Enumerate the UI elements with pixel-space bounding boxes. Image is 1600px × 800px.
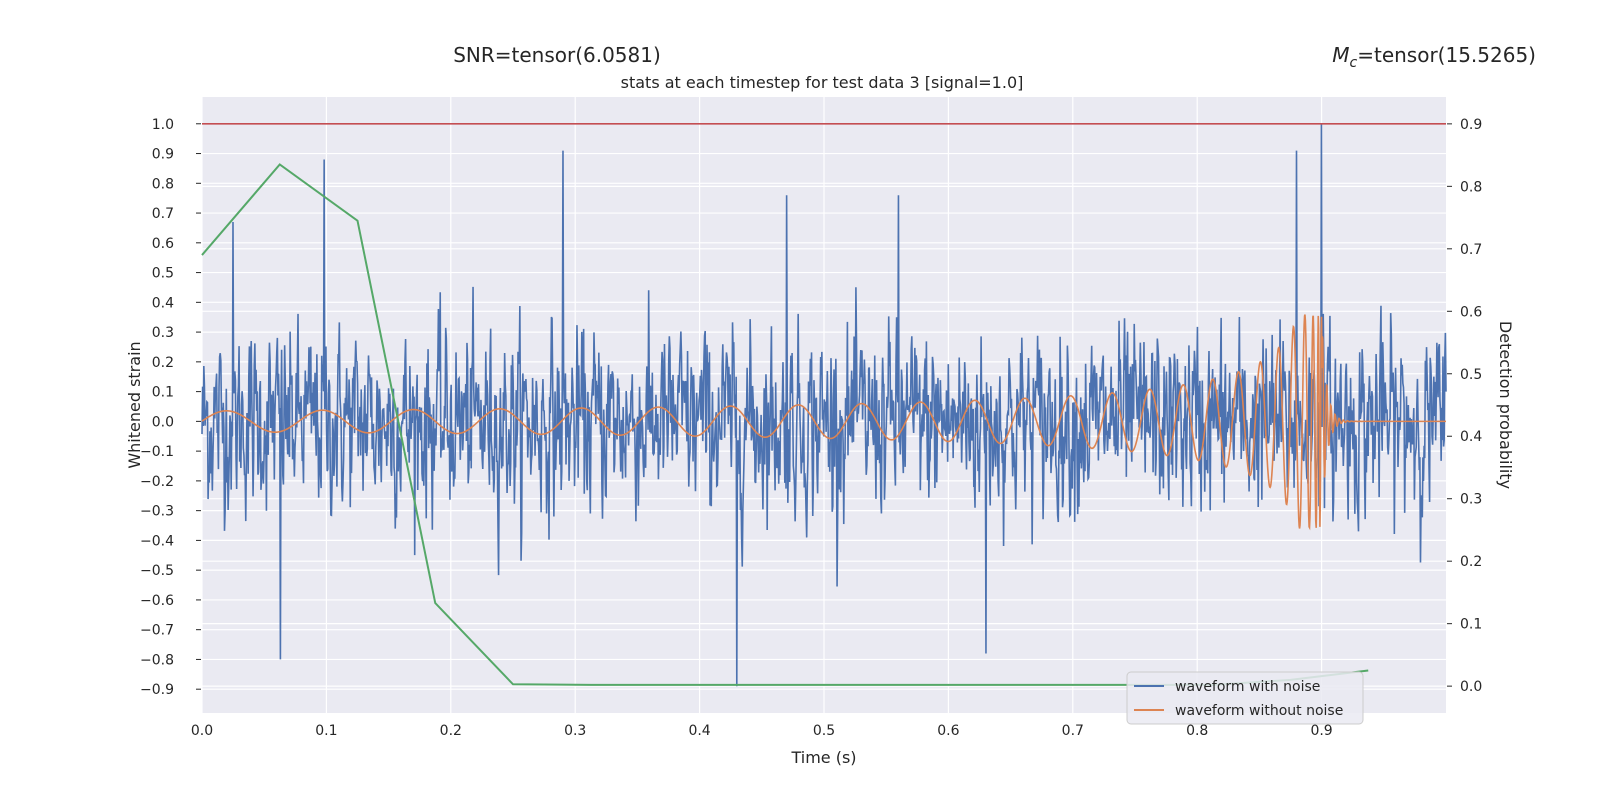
y-tick-label: 0.5 [152,266,174,282]
legend: waveform with noise waveform without noi… [1126,671,1364,725]
y-tick-label: 0.3 [152,325,174,341]
legend-label-clean: waveform without noise [1175,703,1343,719]
x-tick-label: 0.5 [813,723,835,739]
clean-series [201,314,1446,531]
y-tick-label: 0.4 [152,295,174,311]
y-tick-label: 0.7 [152,206,174,222]
x-tick-label: 0.9 [1310,723,1332,739]
clean-waveform-line [201,314,1446,531]
y2-tick-label: 0.6 [1460,304,1482,320]
x-tick-label: 0.3 [564,723,586,739]
legend-label-noise: waveform with noise [1175,679,1320,695]
x-tick-label: 0.0 [191,723,213,739]
snr-label: SNR=tensor(6.0581) [453,43,661,67]
x-tick-label: 0.2 [440,723,462,739]
y2-axis-ticks: 0.9 0.8 0.7 0.6 0.5 0.4 0.3 0.2 0.1 0.0 [1447,117,1482,695]
noise-waveform-line [201,123,1447,687]
y2-tick-label: 0.9 [1460,117,1482,133]
y2-tick-label: 0.4 [1460,429,1482,445]
noise-series [201,123,1447,687]
chart-title: stats at each timestep for test data 3 [… [621,73,1024,92]
y-axis-ticks: 1.0 0.9 0.8 0.7 0.6 0.5 0.4 0.3 0.2 0.1 0.0 −0.1 −0.… [140,117,201,698]
y-tick-label: 0.1 [152,385,174,401]
y-axis-title: Whitened strain [125,341,144,468]
y2-tick-label: 0.1 [1460,617,1482,633]
y2-tick-label: 0.2 [1460,554,1482,570]
y-tick-label: −0.8 [140,652,174,668]
y2-tick-label: 0.3 [1460,492,1482,508]
y-tick-label: −0.9 [140,682,174,698]
x-axis-ticks: 0.0 0.1 0.2 0.3 0.4 0.5 0.6 0.7 0.8 0.9 [191,723,1333,739]
y-tick-label: 1.0 [152,117,174,133]
y-tick-label: 0.6 [152,236,174,252]
y-tick-label: −0.2 [140,474,174,490]
x-tick-label: 0.8 [1186,723,1208,739]
mc-value: =tensor(15.5265) [1357,43,1536,67]
y-tick-label: 0.8 [152,176,174,192]
x-tick-label: 0.6 [937,723,959,739]
x-tick-label: 0.4 [688,723,710,739]
x-tick-label: 0.1 [315,723,337,739]
mc-label: Mc=tensor(15.5265) [1332,43,1536,71]
x-tick-label: 0.7 [1062,723,1084,739]
y-tick-label: −0.6 [140,593,174,609]
y-tick-label: −0.1 [140,444,174,460]
y2-tick-label: 0.7 [1460,242,1482,258]
y2-axis-title: Detection probability [1496,321,1515,489]
y-tick-label: −0.7 [140,623,174,639]
y2-tick-label: 0.5 [1460,367,1482,383]
x-axis-title: Time (s) [790,748,856,767]
y-tick-label: −0.3 [140,504,174,520]
y-tick-label: −0.4 [140,533,174,549]
legend-box [1126,671,1364,725]
y2-tick-label: 0.8 [1460,179,1482,195]
y-tick-label: 0.2 [152,355,174,371]
y-tick-label: 0.9 [152,147,174,163]
y-tick-label: 0.0 [152,414,174,430]
mc-symbol: M [1332,43,1349,67]
mc-subscript: c [1350,55,1358,71]
y2-tick-label: 0.0 [1460,679,1482,695]
y-tick-label: −0.5 [140,563,174,579]
